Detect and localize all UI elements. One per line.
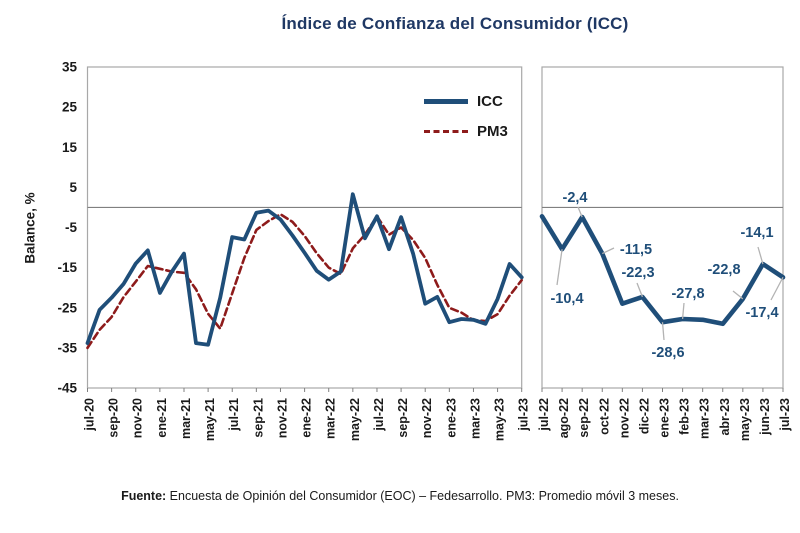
x-tick-label: dic-22 bbox=[637, 398, 651, 434]
right-panel: jul-22 ago-22 sep-22 oct-22 nov-22 dic-22 ene-… bbox=[537, 66, 792, 441]
label-leader-line bbox=[556, 249, 563, 286]
x-tick-label: jul-20 bbox=[83, 398, 97, 432]
x-tick-label: jun-23 bbox=[758, 398, 772, 436]
label-leader-line bbox=[681, 302, 685, 320]
left-panel: jul-20 sep-20 nov-20 ene-21 mar-21 may-21 jul-… bbox=[83, 66, 531, 441]
x-tick-label: ene-23 bbox=[444, 398, 458, 438]
x-tick-label: jul-23 bbox=[517, 398, 531, 432]
x-tick-label: nov-22 bbox=[617, 398, 631, 438]
y-tick-label: -5 bbox=[65, 220, 77, 235]
x-tick-label: abr-23 bbox=[718, 398, 732, 436]
x-tick-label: ene-23 bbox=[658, 398, 672, 438]
x-tick-label: ene-22 bbox=[300, 398, 314, 438]
label-leader-line bbox=[601, 247, 615, 255]
data-label-sep-22: -2,4 bbox=[563, 190, 588, 206]
x-tick-label: mar-21 bbox=[179, 398, 193, 439]
x-tick-label: sep-22 bbox=[396, 398, 410, 438]
data-label-jul-23: -17,4 bbox=[745, 305, 778, 321]
label-leader-line bbox=[770, 276, 784, 301]
x-tick-label: jul-23 bbox=[778, 398, 792, 432]
source-note: Fuente: Encuesta de Opinión del Consumid… bbox=[0, 489, 800, 503]
x-tick-label: nov-20 bbox=[131, 398, 145, 438]
data-label-dic-22: -22,3 bbox=[621, 265, 654, 281]
x-tick-label: mar-23 bbox=[468, 398, 482, 439]
x-tick-label: nov-21 bbox=[275, 398, 289, 438]
data-label-ago-22: -10,4 bbox=[550, 291, 583, 307]
source-label: Fuente: bbox=[121, 489, 167, 503]
pm3-line bbox=[86, 213, 523, 350]
label-leader-line bbox=[636, 282, 644, 298]
x-tick-label: sep-22 bbox=[577, 398, 591, 438]
x-tick-label: ene-21 bbox=[155, 398, 169, 438]
label-leader-line bbox=[757, 246, 764, 265]
data-label-oct-22: -11,5 bbox=[620, 242, 652, 258]
y-tick-label: 25 bbox=[62, 100, 78, 115]
y-tick-label: 15 bbox=[62, 140, 78, 155]
x-tick-label: may-21 bbox=[203, 398, 217, 441]
x-tick-label: may-22 bbox=[348, 398, 362, 441]
label-leader-line bbox=[661, 322, 665, 341]
y-tick-label: 35 bbox=[62, 60, 78, 75]
data-label-jun-23: -14,1 bbox=[740, 225, 773, 241]
x-tick-label: sep-21 bbox=[251, 398, 265, 438]
data-label-feb-23: -27,8 bbox=[671, 286, 704, 302]
y-tick-label: -35 bbox=[57, 340, 77, 355]
y-tick-label: -15 bbox=[57, 260, 77, 275]
x-tick-label: oct-22 bbox=[597, 398, 611, 435]
icc-line-sample bbox=[424, 98, 468, 104]
legend-item-pm3: PM3 bbox=[424, 120, 508, 142]
legend-label-icc: ICC bbox=[477, 92, 503, 110]
x-tick-label: sep-20 bbox=[107, 398, 121, 438]
x-tick-label: may-23 bbox=[738, 398, 752, 441]
y-tick-label: 5 bbox=[69, 180, 77, 195]
icc-line bbox=[85, 192, 524, 347]
source-text: Encuesta de Opinión del Consumidor (EOC)… bbox=[166, 489, 679, 503]
data-label-ene-23: -28,6 bbox=[651, 345, 684, 361]
x-tick-label: may-23 bbox=[493, 398, 507, 441]
x-tick-label: nov-22 bbox=[420, 398, 434, 438]
legend-item-icc: ICC bbox=[424, 90, 508, 112]
label-leader-line bbox=[577, 206, 583, 218]
y-tick-label: -25 bbox=[57, 300, 77, 315]
x-tick-label: ago-22 bbox=[557, 398, 571, 438]
x-tick-label: mar-23 bbox=[698, 398, 712, 439]
x-tick-label: feb-23 bbox=[678, 398, 692, 435]
x-tick-label: jul-22 bbox=[372, 398, 386, 432]
legend: ICC PM3 bbox=[424, 90, 508, 150]
x-tick-label: jul-21 bbox=[227, 398, 241, 432]
x-tick-label: jul-22 bbox=[537, 398, 551, 432]
data-label-may-23: -22,8 bbox=[707, 262, 740, 278]
y-tick-label: -45 bbox=[57, 381, 77, 396]
label-leader-line bbox=[732, 290, 744, 300]
x-tick-label: mar-22 bbox=[324, 398, 338, 439]
pm3-line-sample bbox=[424, 129, 468, 133]
chart-title: Índice de Confianza del Consumidor (ICC) bbox=[281, 14, 629, 33]
legend-label-pm3: PM3 bbox=[477, 122, 508, 140]
